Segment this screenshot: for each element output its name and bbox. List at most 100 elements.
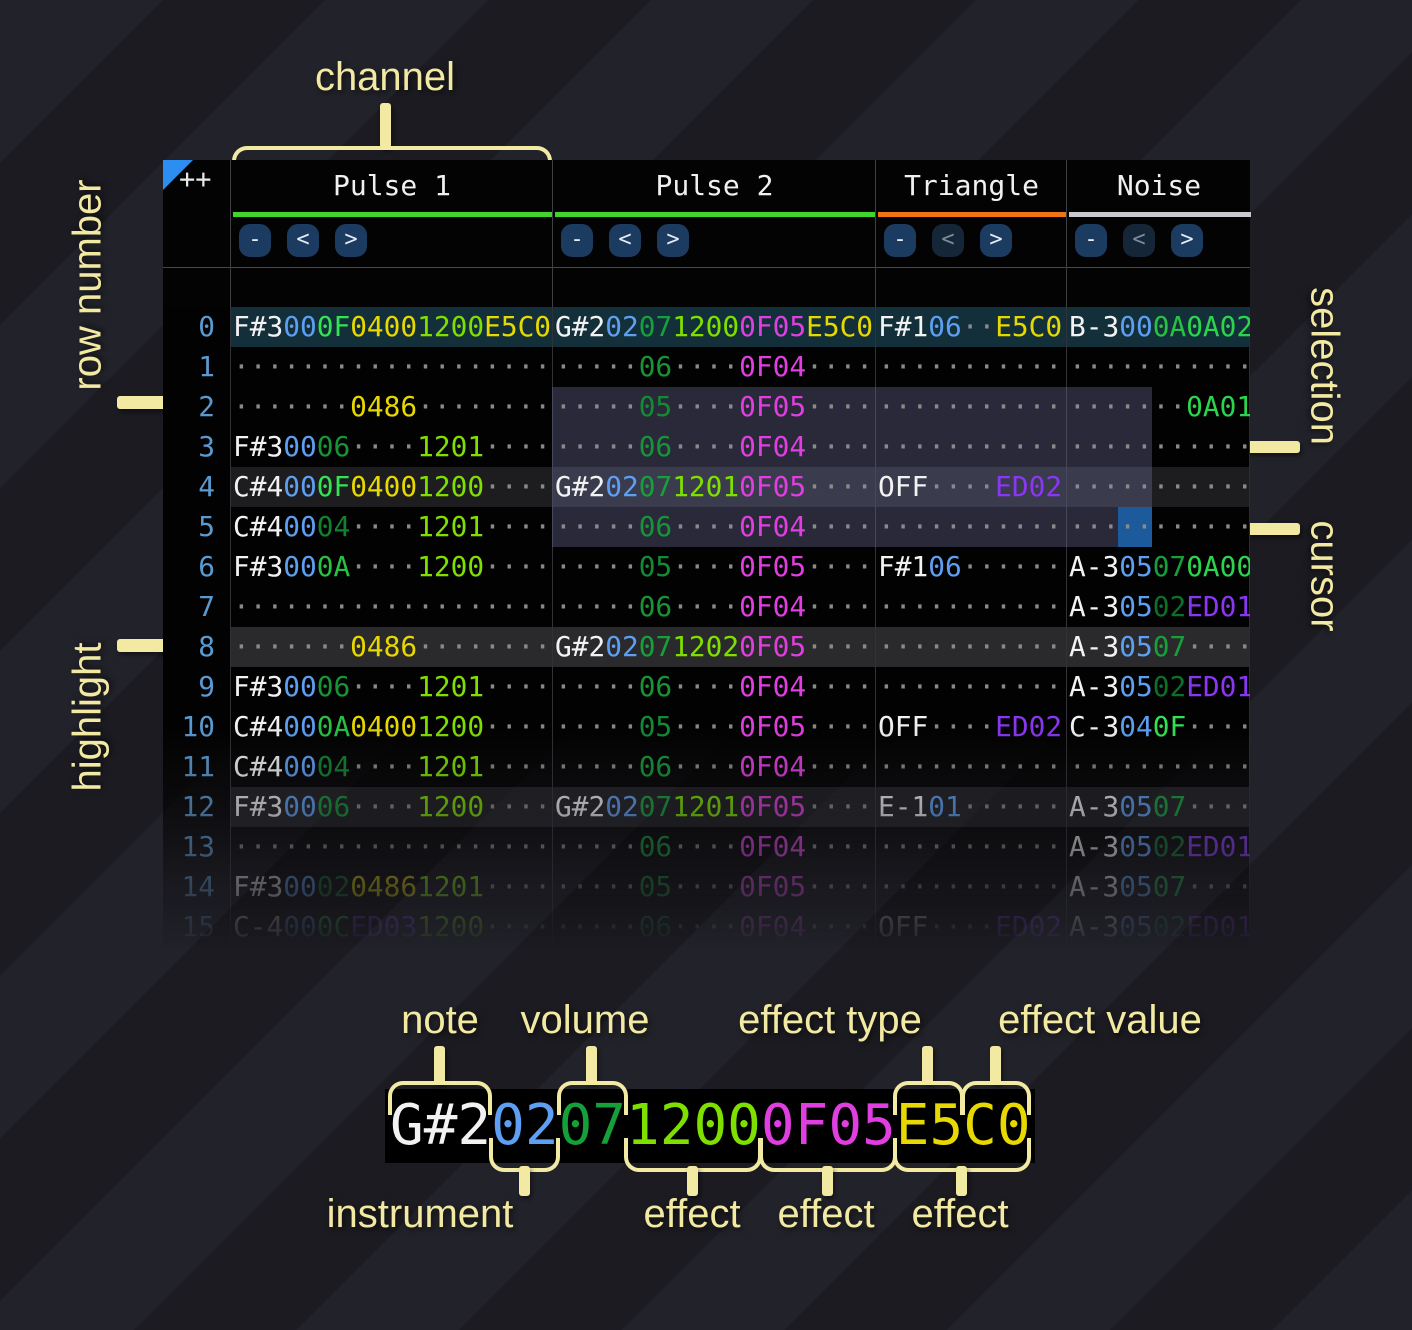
pattern-cell[interactable]: ·····05····0F05···· [552,867,875,907]
channel-pointer-line [380,103,391,148]
pattern-cell[interactable]: ·····06····0F04···· [552,747,875,787]
pattern-cell[interactable]: A-30507···· [1066,867,1253,907]
cell-field-dot: ····· [555,910,639,943]
pattern-cell[interactable]: ··········· [1066,507,1253,547]
cell-field-fxL: 1200 [417,470,485,503]
cell-field-note: C#4 [233,510,284,543]
cell-field-dot: ····· [555,830,639,863]
increase-effect-columns-button[interactable]: > [980,224,1012,257]
pattern-cell[interactable]: ··········· [1066,467,1253,507]
pattern-cell[interactable]: A-30507···· [1066,627,1253,667]
expand-pattern-button[interactable]: ++ [179,164,212,195]
increase-effect-columns-button[interactable]: > [335,224,367,257]
decrease-effect-columns-button[interactable]: < [932,224,964,257]
pattern-cell[interactable]: ·····05····0F05···· [552,547,875,587]
pattern-cell[interactable]: C#4000F04001200···· [230,467,552,507]
pattern-cell[interactable]: ··········· [875,867,1066,907]
pattern-cell[interactable]: OFF····ED02 [875,907,1066,947]
cell-field-note: C-4 [233,910,284,943]
pattern-cell[interactable]: G#2020712020F05···· [552,627,875,667]
cell-field-fxL: 1201 [417,510,485,543]
pattern-cell[interactable]: C#40004····1201···· [230,507,552,547]
row-number: 6 [198,550,215,583]
pattern-cell[interactable]: F#30006····1200···· [230,787,552,827]
pattern-cell[interactable]: ··········· [875,347,1066,387]
pattern-cell[interactable]: A-30502ED01 [1066,907,1253,947]
pattern-cell[interactable]: ·······0A01 [1066,387,1253,427]
cell-field-fxY: E5C0 [484,310,552,343]
decrease-effect-columns-button[interactable]: < [287,224,319,257]
pattern-cell[interactable]: ·····06····0F04···· [552,347,875,387]
cell-field-note: A-3 [1069,790,1120,823]
pattern-cell[interactable]: ··········· [875,627,1066,667]
cell-field-dot: ···· [806,910,874,943]
pattern-cell[interactable]: OFF····ED02 [875,467,1066,507]
pattern-cell[interactable]: ··········· [875,427,1066,467]
pattern-cell[interactable]: A-30502ED01 [1066,827,1253,867]
pattern-cell[interactable]: ·····05····0F05···· [552,707,875,747]
pattern-cell[interactable]: E-101······ [875,787,1066,827]
pattern-cell[interactable]: ·····06····0F04···· [552,667,875,707]
pattern-cell[interactable]: F#3000204861201···· [230,867,552,907]
pattern-cell[interactable]: B-3000A0A02 [1066,307,1253,347]
pattern-cell[interactable]: F#106······ [875,547,1066,587]
pattern-cell[interactable]: ··········· [875,587,1066,627]
pattern-cell[interactable]: ··········· [1066,347,1253,387]
pattern-cell[interactable]: ··················· [230,587,552,627]
increase-effect-columns-button[interactable]: > [1171,224,1203,257]
pattern-cell[interactable]: A-30502ED01 [1066,587,1253,627]
pattern-cell[interactable]: F#3000F04001200E5C0 [230,307,552,347]
pattern-cell[interactable]: A-30507···· [1066,787,1253,827]
pattern-cell[interactable]: C#4000A04001200···· [230,707,552,747]
decrease-effect-columns-button[interactable]: < [609,224,641,257]
cell-field-fxM: 0F04 [739,750,807,783]
pattern-cell[interactable]: F#106··E5C0 [875,307,1066,347]
remove-effect-column-button[interactable]: - [239,224,271,257]
remove-effect-column-button[interactable]: - [884,224,916,257]
pattern-cell[interactable]: ··················· [230,347,552,387]
pattern-cell[interactable]: F#30006····1201···· [230,427,552,467]
volume-label: volume [520,998,650,1042]
pattern-cell[interactable]: C-4000CED031200···· [230,907,552,947]
pattern-cell[interactable]: ··········· [875,827,1066,867]
pattern-cell[interactable]: ··········· [875,667,1066,707]
cell-field-volF: 0F [316,310,351,343]
pattern-cell[interactable]: A-30502ED01 [1066,667,1253,707]
pattern-cell[interactable]: ·····06····0F04···· [552,587,875,627]
pattern-cell[interactable]: ·······0486········ [230,627,552,667]
pattern-cell[interactable]: G#2020712010F05···· [552,467,875,507]
pattern-cell[interactable]: ··········· [875,507,1066,547]
cell-field-inst: 05 [1119,870,1153,903]
table-row: 6 F#3000A····1200···· ·····05····0F05···· F… [163,547,1253,587]
pattern-cell[interactable]: OFF····ED02 [875,707,1066,747]
pattern-cell[interactable]: F#3000A····1200···· [230,547,552,587]
cell-field-dot: ···· [806,390,874,423]
pattern-cell[interactable]: F#30006····1201···· [230,667,552,707]
pattern-cell[interactable]: ··········· [1066,747,1253,787]
pattern-cell[interactable]: ··········· [1066,427,1253,467]
pattern-cell[interactable]: ·····06····0F04···· [552,907,875,947]
decrease-effect-columns-button[interactable]: < [1123,224,1155,257]
pattern-cell[interactable]: C-3040F···· [1066,707,1253,747]
remove-effect-column-button[interactable]: - [1075,224,1107,257]
pattern-cell[interactable]: G#2020712010F05···· [552,787,875,827]
pattern-cell[interactable]: ··················· [230,827,552,867]
pattern-cell[interactable]: ··········· [875,387,1066,427]
pattern-cell[interactable]: C#40004····1201···· [230,747,552,787]
cell-field-dot: ······ [961,550,1063,583]
remove-effect-column-button[interactable]: - [561,224,593,257]
cell-field-vol7: 07 [1152,790,1187,823]
pattern-cell[interactable]: ·····05····0F05···· [552,387,875,427]
cursor-cell[interactable] [1118,507,1152,547]
increase-effect-columns-button[interactable]: > [657,224,689,257]
pattern-cell[interactable]: G#2020712000F05E5C0 [552,307,875,347]
table-row: 2 ·······0486········ ·····05····0F05···· ·… [163,387,1253,427]
pattern-cell[interactable]: ·······0486········ [230,387,552,427]
pattern-cell[interactable]: ·····06····0F04···· [552,507,875,547]
pattern-cell[interactable]: ·····06····0F04···· [552,827,875,867]
pattern-cell[interactable]: ·····06····0F04···· [552,427,875,467]
cell-field-dot: ······ [961,790,1063,823]
pattern-cell[interactable]: ··········· [875,747,1066,787]
cell-field-dot: ···· [672,390,740,423]
pattern-cell[interactable]: A-305070A00 [1066,547,1253,587]
